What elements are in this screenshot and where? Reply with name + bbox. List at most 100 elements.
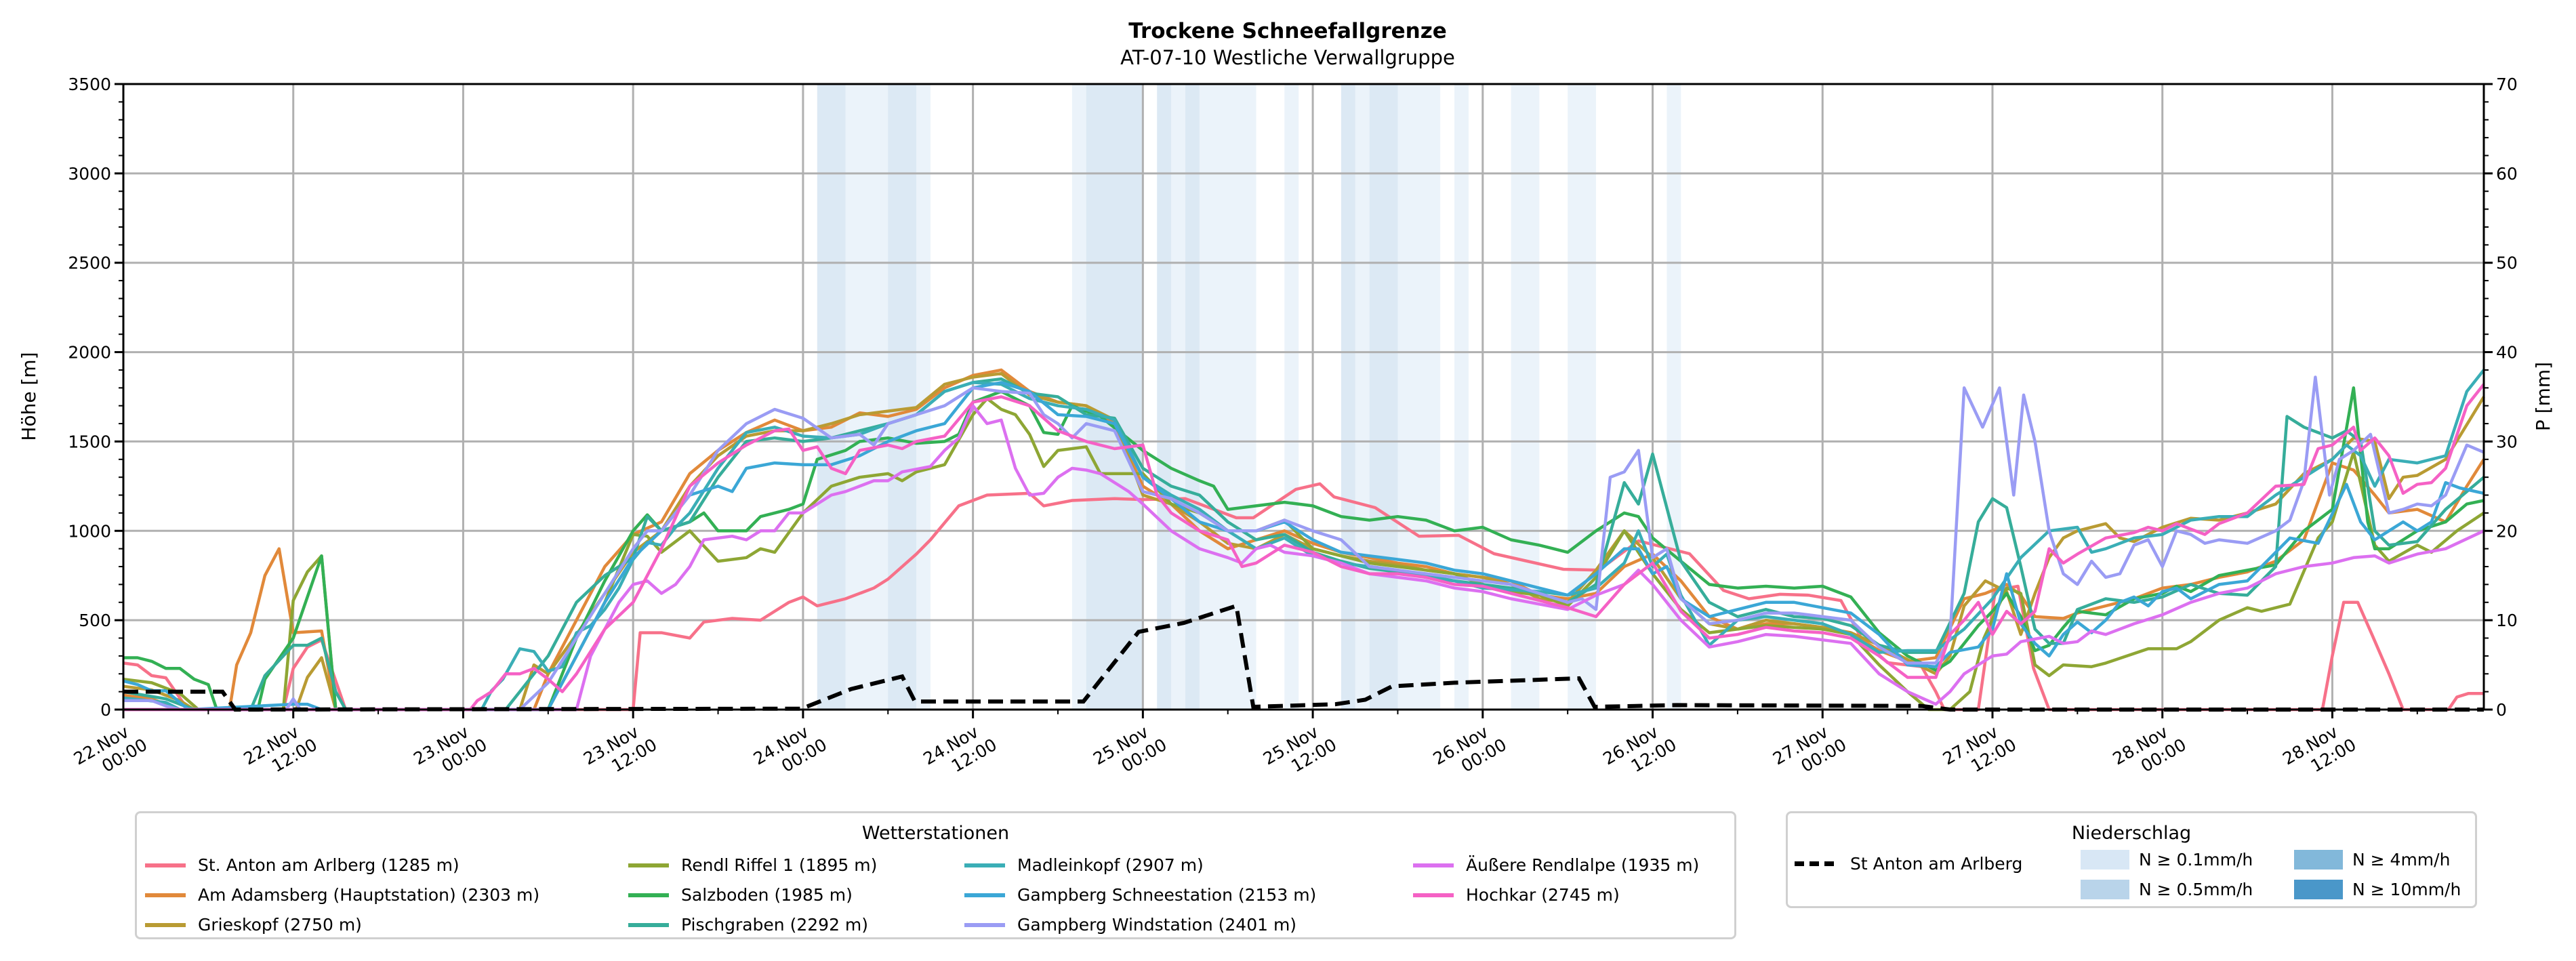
precip-band (1185, 84, 1200, 710)
legend-item-station: Hochkar (2745 m) (1413, 885, 1620, 905)
series-line-1 (123, 482, 2484, 712)
legend-swatch (628, 893, 669, 897)
y-tick-label: 3000 (68, 164, 111, 184)
legend-item-precip-class: N ≥ 0.1mm/h (2081, 850, 2253, 870)
legend-label: Pischgraben (2292 m) (681, 915, 869, 935)
x-tick-label: 25.Nov00:00 (1090, 717, 1170, 786)
legend-swatch (964, 922, 1005, 927)
legend-item-station: Salzboden (1985 m) (628, 885, 853, 905)
y-tick-label: 3500 (68, 75, 111, 94)
legend-label: Madleinkopf (2907 m) (1017, 855, 1204, 875)
y-tick-label: 0 (100, 700, 111, 720)
y2-tick-label: 30 (2496, 432, 2518, 451)
legend-item-station: Pischgraben (2292 m) (628, 915, 868, 935)
legend-item-precip-class: N ≥ 10mm/h (2294, 880, 2461, 899)
y-tick-label: 1000 (68, 521, 111, 541)
legend-swatch (145, 863, 186, 867)
legend-swatch (628, 922, 669, 927)
precipitation-legend-title: Niederschlag (2071, 823, 2192, 844)
precip-band (845, 84, 888, 710)
x-tick-label: 26.Nov00:00 (1430, 717, 1510, 786)
legend-swatch (145, 893, 186, 897)
precip-band (1341, 84, 1355, 710)
y2-tick-label: 70 (2496, 75, 2518, 94)
plot-frame (122, 83, 2485, 711)
precip-band (1086, 84, 1143, 710)
precip-band (1071, 84, 1086, 710)
legend-label: Äußere Rendlalpe (1935 m) (1466, 855, 1700, 875)
legend-item-station: St. Anton am Arlberg (1285 m) (145, 855, 459, 875)
y2-tick-label: 20 (2496, 521, 2518, 541)
stations-legend: Wetterstationen St. Anton am Arlberg (12… (135, 811, 1736, 939)
y2-tick-label: 40 (2496, 343, 2518, 363)
precipitation-line (123, 603, 2484, 712)
y-tick-label: 2500 (68, 253, 111, 273)
legend-label: Am Adamsberg (Hauptstation) (2303 m) (198, 885, 540, 905)
legend-label: Rendl Riffel 1 (1895 m) (681, 855, 878, 875)
precip-band (1454, 84, 1469, 710)
series-line-4 (123, 396, 2485, 712)
legend-swatch (964, 863, 1005, 867)
precip-band (1511, 84, 1540, 710)
precip-band (1199, 84, 1256, 710)
y2-axis-label: P [mm] (2532, 362, 2554, 431)
precip-band (1171, 84, 1186, 710)
x-tick-label: 24.Nov12:00 (920, 717, 1000, 786)
series-line-10 (123, 404, 2485, 712)
precip-band (1284, 84, 1299, 710)
precipitation-legend: Niederschlag St Anton am Arlberg N ≥ 0.1… (1786, 811, 2477, 908)
legend-label: Grieskopf (2750 m) (198, 915, 362, 935)
x-tick-label: 24.Nov00:00 (750, 717, 830, 786)
precip-dashed-line (123, 603, 2484, 712)
chart-title: Trockene Schneefallgrenze (1128, 19, 1447, 43)
legend-patch (2081, 850, 2129, 870)
series-line-8 (123, 381, 2485, 712)
legend-swatch (964, 893, 1005, 897)
y2-tick-label: 60 (2496, 164, 2518, 184)
legend-label: N ≥ 10mm/h (2352, 880, 2461, 899)
legend-item-precip-class: N ≥ 0.5mm/h (2081, 880, 2253, 899)
legend-swatch (1413, 893, 1454, 897)
precip-band (888, 84, 917, 710)
legend-label: Salzboden (1985 m) (681, 885, 853, 905)
y2-tick-label: 10 (2496, 611, 2518, 630)
legend-item-station: Madleinkopf (2907 m) (964, 855, 1204, 875)
y2-tick-label: 0 (2496, 700, 2507, 720)
legend-item-station: Grieskopf (2750 m) (145, 915, 362, 935)
x-tick-label: 22.Nov00:00 (70, 717, 150, 786)
x-tick-label: 23.Nov00:00 (410, 717, 490, 786)
legend-label: St. Anton am Arlberg (1285 m) (198, 855, 459, 875)
y-axis-label: Höhe [m] (18, 352, 40, 441)
y-tick-label: 1500 (68, 432, 111, 451)
legend-item-precip-class: N ≥ 4mm/h (2294, 850, 2450, 870)
series-line-9 (123, 375, 2485, 712)
series-line-11 (123, 383, 2485, 712)
legend-swatch (145, 922, 186, 927)
x-tick-label: 28.Nov00:00 (2110, 717, 2190, 786)
legend-patch (2294, 850, 2343, 870)
y-tick-label: 2000 (68, 343, 111, 363)
precipitation-bands (817, 84, 1681, 710)
station-lines (123, 368, 2485, 712)
precip-band (1397, 84, 1441, 710)
legend-label: N ≥ 4mm/h (2352, 850, 2451, 870)
legend-item-station: Gampberg Schneestation (2153 m) (964, 885, 1316, 905)
x-tick-label: 25.Nov12:00 (1260, 717, 1340, 786)
legend-label: Gampberg Schneestation (2153 m) (1017, 885, 1317, 905)
precip-band (1355, 84, 1370, 710)
legend-patch (2294, 880, 2343, 899)
legend-label: N ≥ 0.5mm/h (2139, 880, 2253, 899)
legend-patch (2081, 880, 2129, 899)
x-tick-label: 27.Nov00:00 (1770, 717, 1849, 786)
x-tick-label: 28.Nov12:00 (2279, 717, 2359, 786)
legend-label: N ≥ 0.1mm/h (2139, 850, 2253, 870)
precip-band (817, 84, 846, 710)
legend-swatch (1413, 863, 1454, 867)
dashed-line-swatch (1795, 861, 1834, 866)
x-tick-label: 22.Nov12:00 (241, 717, 321, 786)
chart-subtitle: AT-07-10 Westliche Verwallgruppe (1120, 46, 1455, 69)
precip-band (1157, 84, 1172, 710)
legend-label: Gampberg Windstation (2401 m) (1017, 915, 1297, 935)
y2-tick-label: 50 (2496, 253, 2518, 273)
